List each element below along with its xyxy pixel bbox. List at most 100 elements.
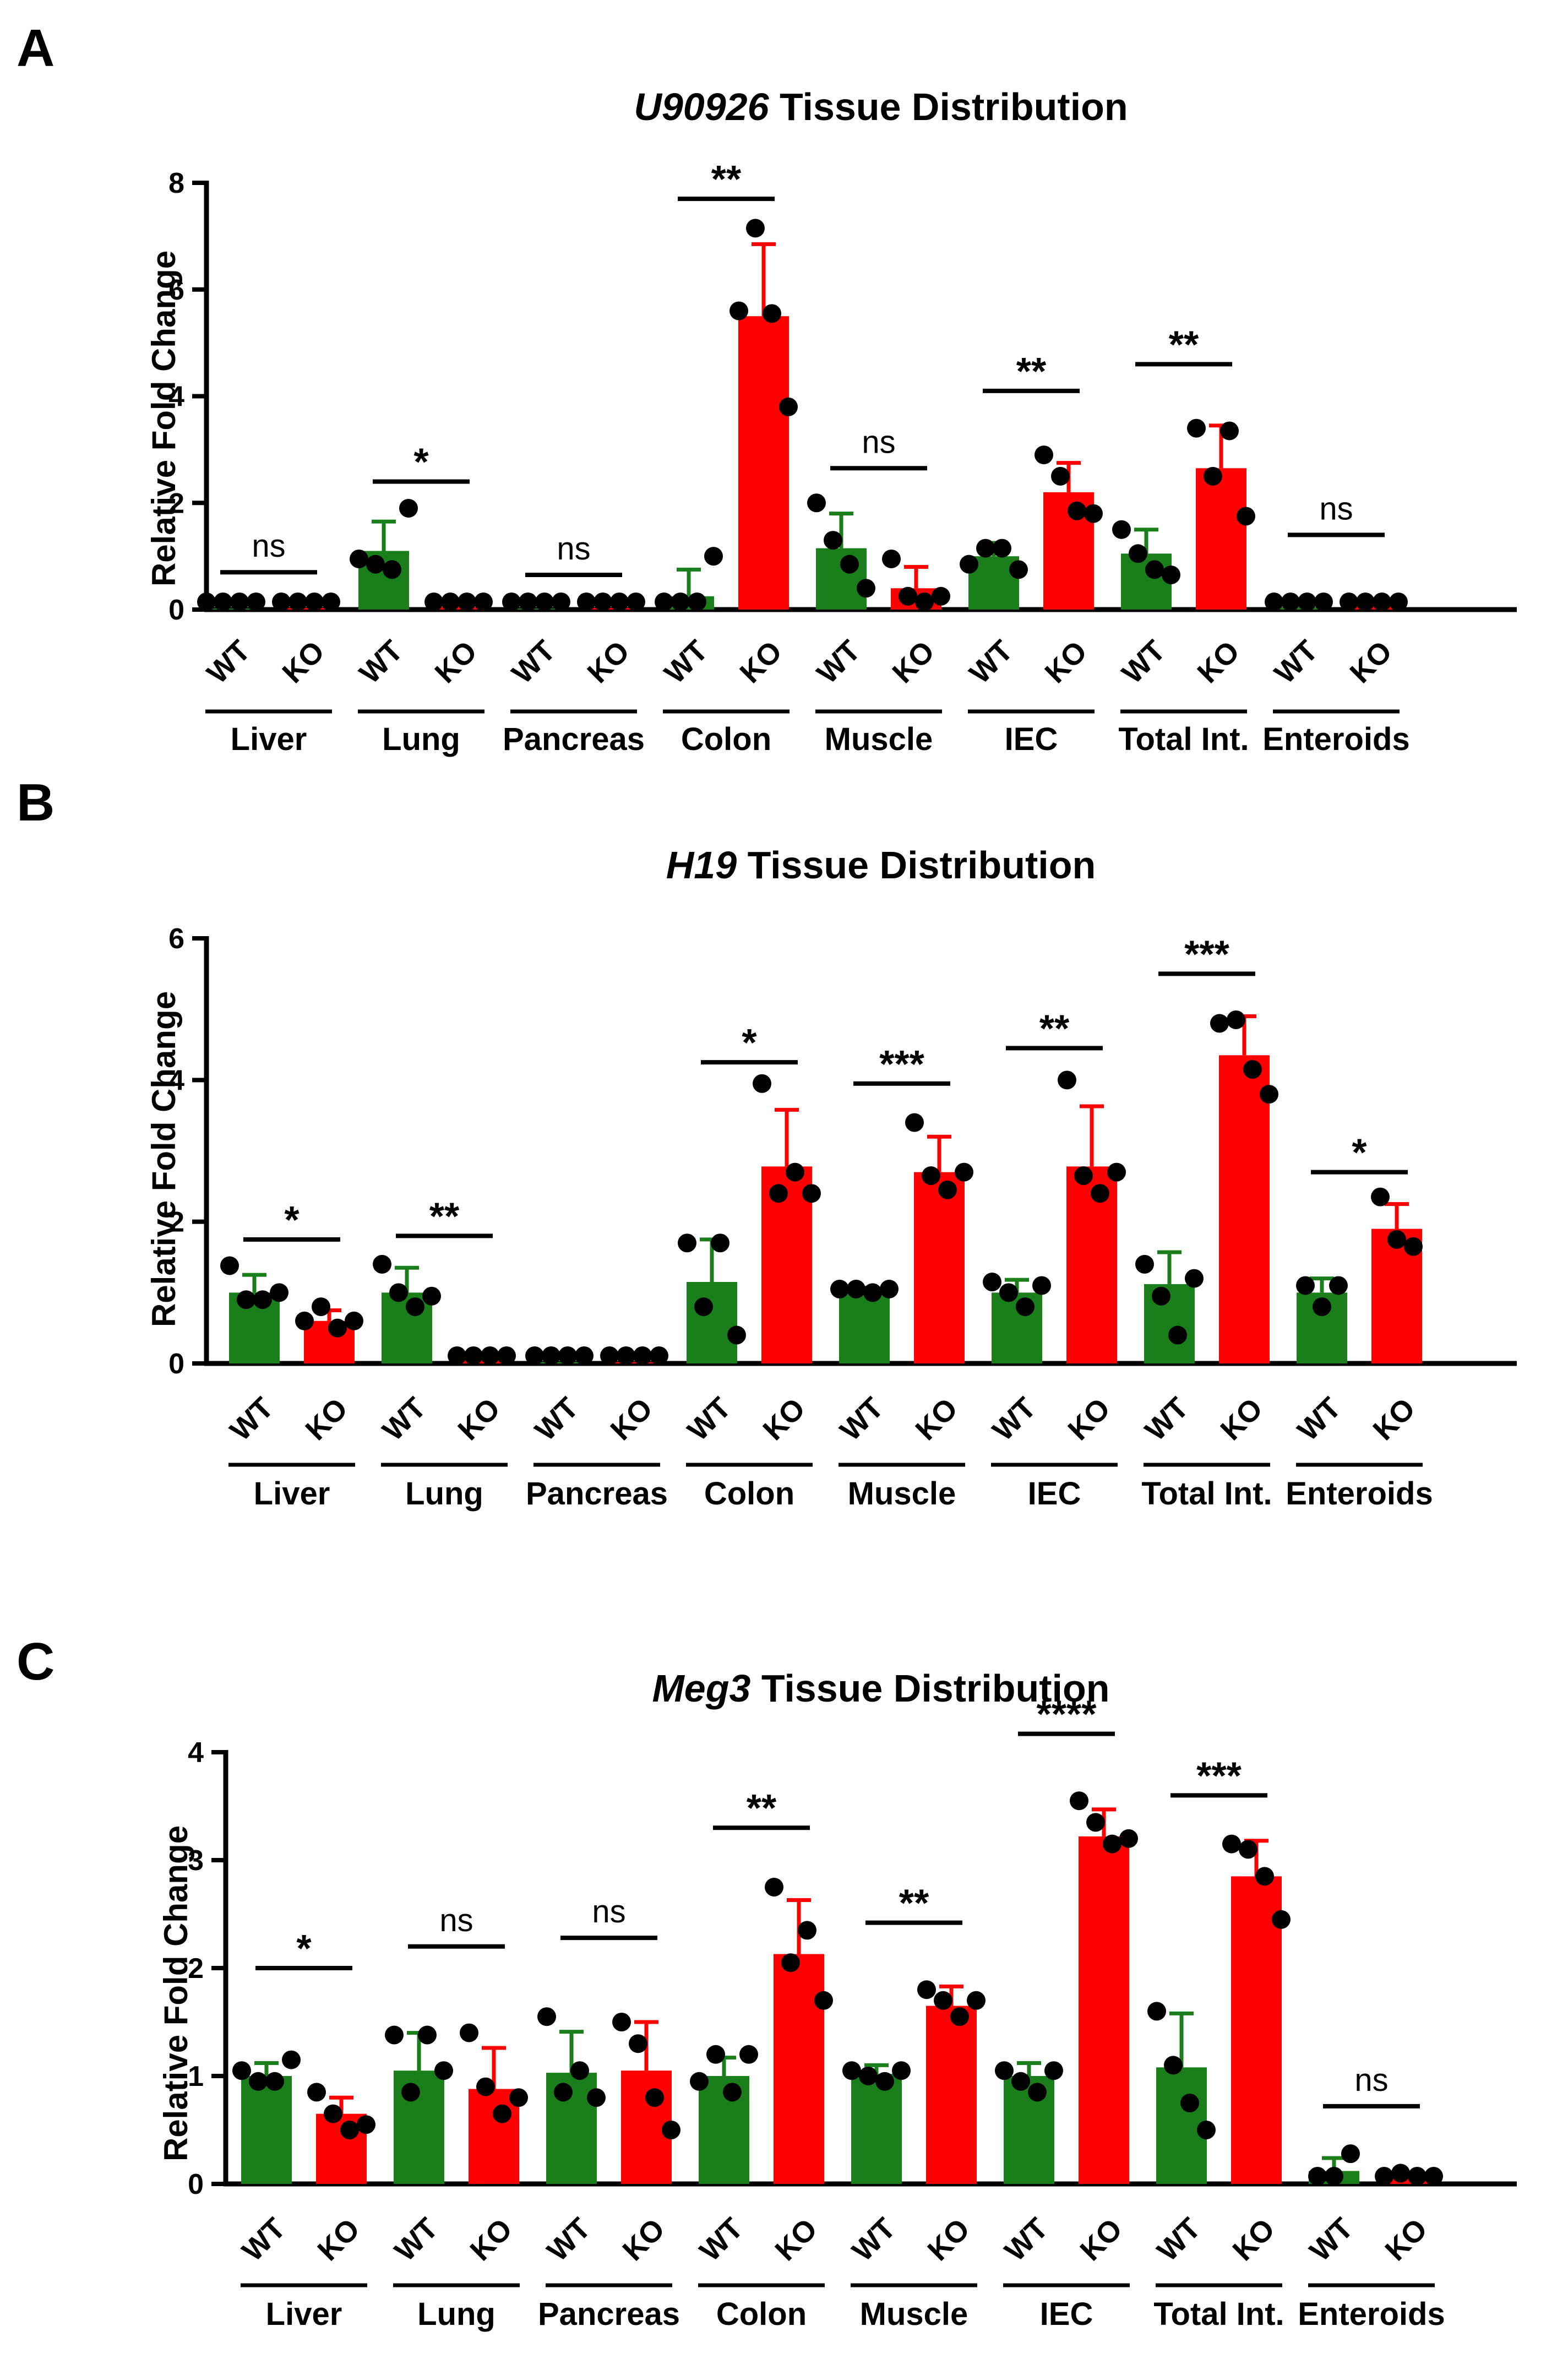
data-point [779, 397, 798, 416]
bar-wt [394, 2070, 444, 2184]
x-tick-label: KO [1038, 634, 1093, 689]
data-point [863, 1283, 882, 1302]
data-point [270, 1283, 288, 1302]
data-point [739, 2045, 758, 2064]
data-point [917, 1980, 936, 1999]
data-point [1086, 1813, 1105, 1832]
data-point [1341, 2144, 1360, 2164]
group-label: Liver [231, 721, 307, 757]
data-point [1296, 1276, 1315, 1295]
data-point [1011, 2072, 1030, 2091]
y-tick-label: 4 [168, 381, 184, 413]
data-point [230, 593, 249, 611]
bar-wt [816, 548, 867, 610]
data-point [1103, 1834, 1121, 1854]
data-point [645, 2088, 664, 2107]
data-point [694, 1297, 713, 1317]
x-tick-label: KO [769, 2212, 824, 2267]
data-point [1375, 2167, 1393, 2186]
data-point [704, 547, 723, 566]
data-point [950, 2007, 969, 2026]
significance-label: ** [747, 1786, 777, 1829]
bar-ko [281, 608, 331, 610]
bar-ko [926, 2006, 977, 2184]
y-tick-label: 2 [188, 1953, 204, 1985]
bar-ko [1196, 468, 1246, 610]
data-point [1180, 2094, 1199, 2112]
data-point [960, 555, 978, 574]
data-point [366, 555, 385, 574]
data-point [629, 2034, 647, 2053]
bar-ko [1348, 605, 1399, 610]
group-label: Colon [716, 2296, 807, 2332]
group-label: Pancreas [503, 721, 645, 757]
title-suffix: Tissue Distribution [750, 1667, 1109, 1710]
x-tick-label: KO [311, 2212, 366, 2267]
x-tick-label: WT [236, 2211, 292, 2268]
x-tick-label: KO [756, 1392, 812, 1447]
data-point [882, 549, 901, 568]
significance-label: ns [557, 531, 590, 567]
data-point [401, 2083, 420, 2102]
significance-label: * [284, 1198, 300, 1241]
title-gene: U90926 [634, 85, 769, 128]
x-tick-label: KO [276, 634, 331, 689]
x-tick-label: KO [1214, 1392, 1269, 1447]
significance-label: ** [711, 157, 742, 200]
x-tick-label: KO [1074, 2212, 1129, 2267]
bar-wt [241, 2076, 292, 2184]
data-point [711, 1233, 729, 1253]
data-point [594, 593, 612, 611]
group-label: Enteroids [1262, 721, 1410, 757]
data-point [322, 593, 340, 611]
data-point [1197, 2121, 1216, 2139]
data-point [922, 1166, 940, 1186]
significance-label: ** [899, 1882, 929, 1925]
data-point [1265, 593, 1283, 611]
data-point [1340, 593, 1358, 611]
x-tick-label: KO [909, 1392, 964, 1447]
bar-wt [1121, 553, 1172, 610]
data-point [976, 539, 995, 558]
y-tick-label: 0 [188, 2169, 204, 2200]
significance-label: ** [429, 1194, 460, 1237]
data-point [1325, 2167, 1343, 2186]
x-tick-label: KO [1226, 2212, 1281, 2267]
bar-wt [687, 1282, 737, 1363]
data-point [350, 549, 368, 568]
x-tick-label: KO [921, 2212, 976, 2267]
data-point [1112, 520, 1131, 539]
data-point [706, 2045, 725, 2064]
significance-label: ns [252, 528, 285, 564]
x-tick-label: WT [693, 2211, 749, 2268]
bar-wt [839, 1291, 890, 1363]
data-point [288, 593, 307, 611]
group-label: Pancreas [538, 2296, 680, 2332]
data-point [385, 2025, 404, 2045]
significance-label: * [1352, 1131, 1367, 1174]
bar-wt [851, 2074, 902, 2184]
y-tick-label: 8 [168, 167, 184, 199]
group-label: Lung [382, 721, 460, 757]
bar-ko [738, 316, 789, 610]
significance-label: ** [1039, 1007, 1070, 1050]
x-tick-label: KO [1366, 1392, 1422, 1447]
x-tick-label: WT [998, 2211, 1054, 2268]
data-point [340, 2121, 359, 2139]
x-tick-label: KO [451, 1392, 507, 1447]
data-point [357, 2115, 375, 2134]
x-tick-label: WT [1151, 2211, 1207, 2268]
group-label: Enteroids [1286, 1476, 1433, 1512]
data-point [1091, 1184, 1109, 1203]
bar-ko [914, 1172, 965, 1363]
data-point [424, 593, 443, 611]
data-point [509, 2088, 528, 2107]
data-point [537, 2007, 556, 2026]
data-point [857, 579, 875, 598]
significance-label: **** [1037, 1693, 1097, 1736]
data-point [1424, 2167, 1443, 2186]
x-tick-label: WT [986, 1391, 1042, 1447]
x-tick-label: WT [541, 2211, 597, 2268]
data-point [558, 1346, 577, 1365]
